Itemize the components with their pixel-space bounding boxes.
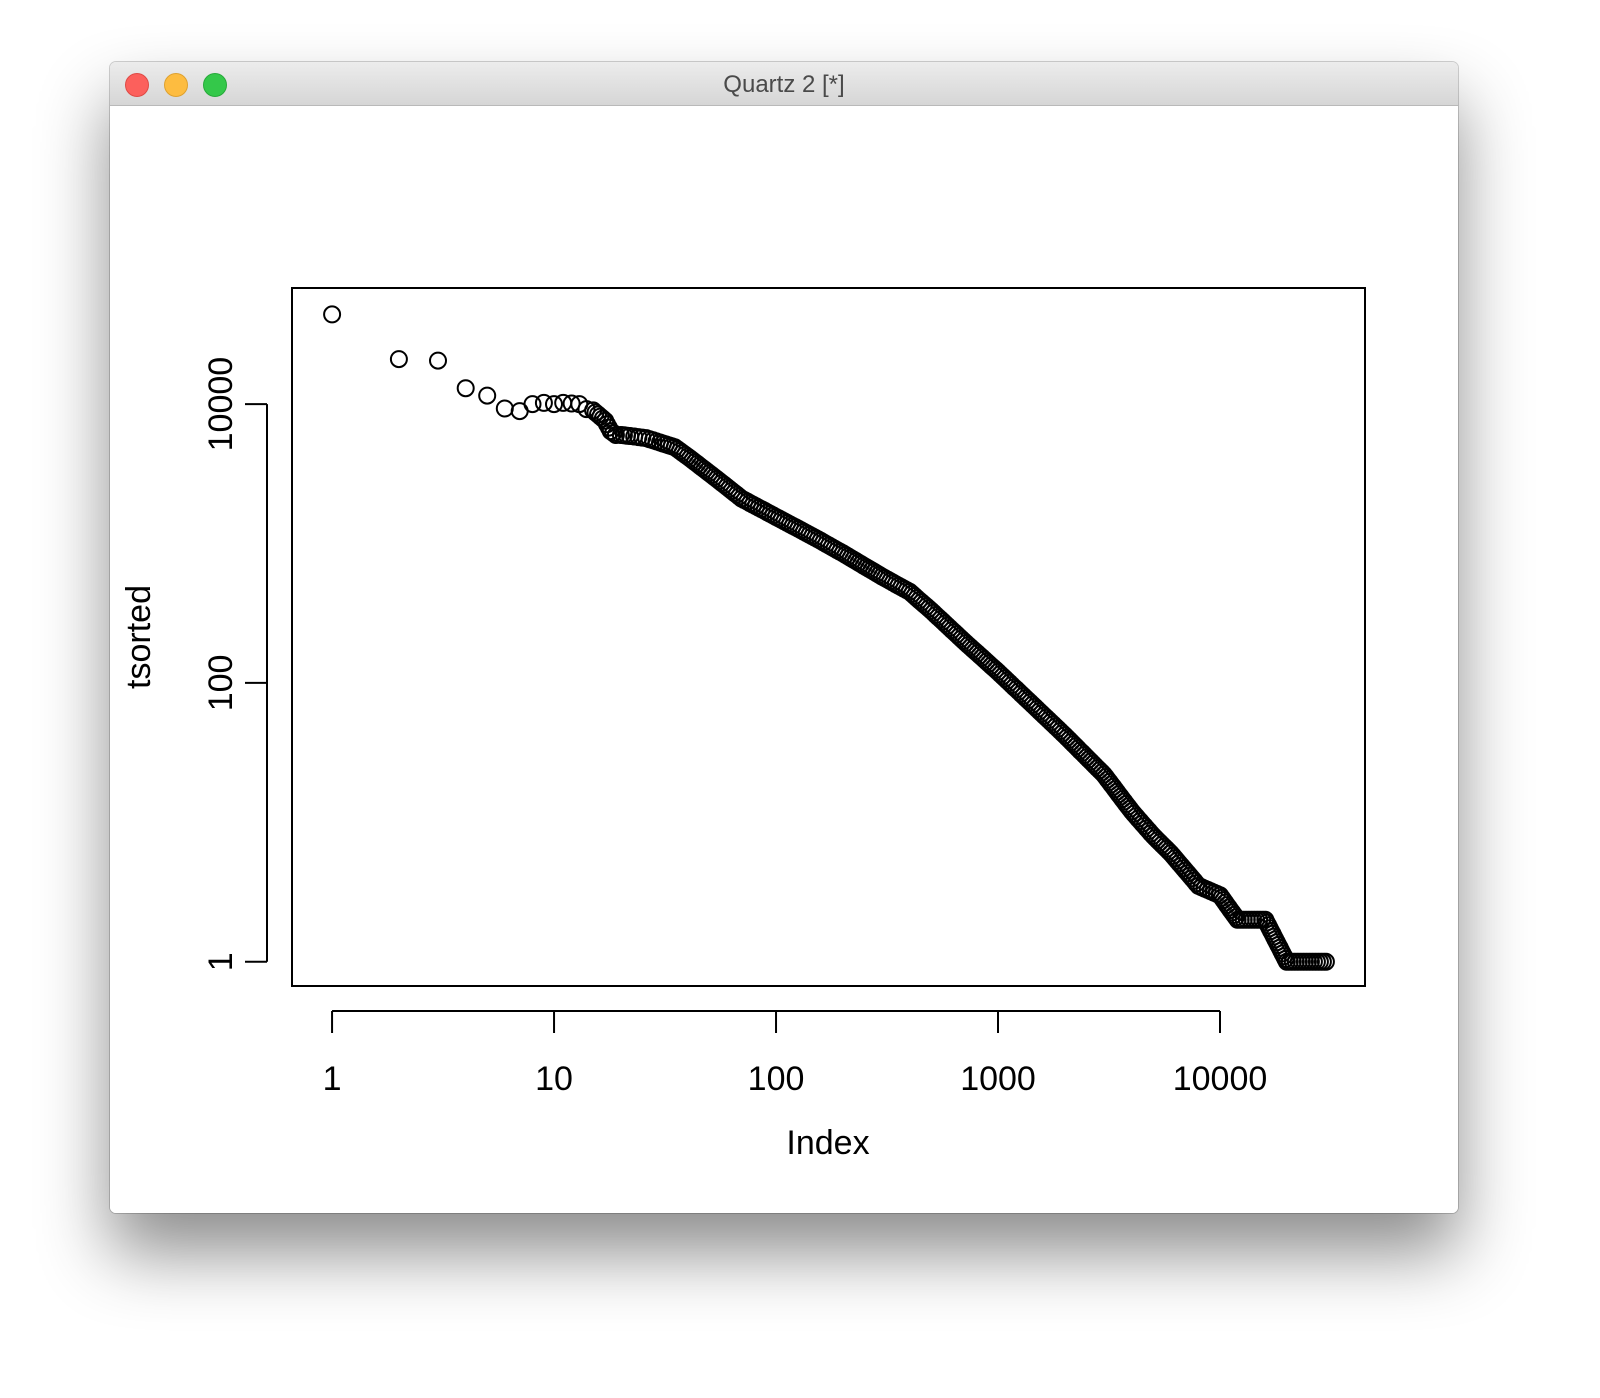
data-point xyxy=(389,350,408,369)
scatter-plot: 1 10 100 1000 10000 1 100 10000 Index tsorted xyxy=(120,287,1366,1162)
x-axis-label: Index xyxy=(786,1124,869,1162)
minimize-button[interactable] xyxy=(164,73,188,97)
y-tick-label: 100 xyxy=(202,655,240,712)
window-title: Quartz 2 [*] xyxy=(723,71,845,98)
data-point xyxy=(604,424,623,442)
plot-area: 1 10 100 1000 10000 1 100 10000 Index tsorted xyxy=(110,106,1458,1213)
x-axis: 1 10 100 1000 10000 xyxy=(323,1010,1268,1098)
close-button[interactable] xyxy=(125,73,149,97)
data-point xyxy=(545,395,563,414)
data-point xyxy=(456,379,475,398)
zoom-button[interactable] xyxy=(203,73,227,97)
x-tick-label: 10000 xyxy=(1173,1060,1268,1098)
data-point xyxy=(601,422,620,441)
plot-window: Quartz 2 [*] 1 10 100 1000 10000 1 100 10000 I… xyxy=(110,62,1458,1213)
x-tick-label: 10 xyxy=(535,1060,573,1098)
x-tick-label: 1000 xyxy=(960,1060,1036,1098)
data-point xyxy=(523,395,542,414)
y-axis: 1 100 10000 xyxy=(202,357,268,971)
data-point xyxy=(534,393,553,412)
data-point xyxy=(495,399,514,418)
y-tick-label: 1 xyxy=(202,952,240,971)
y-axis-label: tsorted xyxy=(120,585,158,689)
plot-frame xyxy=(291,287,1366,987)
x-tick-label: 1 xyxy=(323,1060,342,1098)
data-point xyxy=(593,409,612,428)
y-tick-label: 10000 xyxy=(202,357,240,452)
data-point xyxy=(1316,952,1335,971)
data-point xyxy=(606,426,625,444)
x-tick-label: 100 xyxy=(748,1060,805,1098)
data-point xyxy=(478,386,497,405)
title-bar[interactable]: Quartz 2 [*] xyxy=(110,62,1458,106)
data-point xyxy=(323,305,342,324)
data-point xyxy=(577,400,596,419)
data-point xyxy=(429,351,447,370)
data-points xyxy=(323,305,1335,971)
